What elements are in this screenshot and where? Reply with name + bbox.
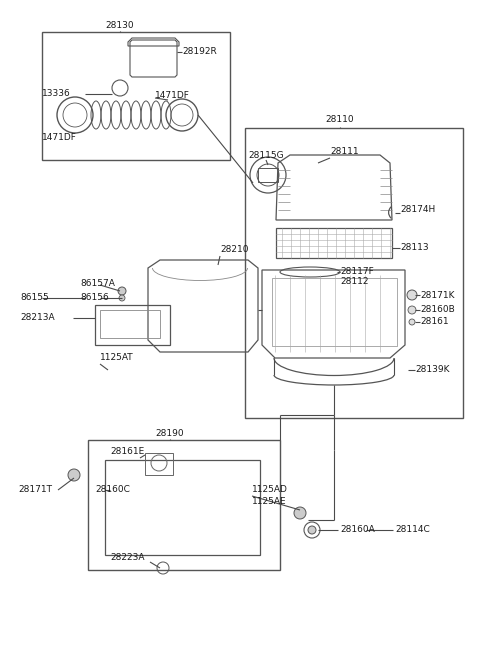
Text: 1125AT: 1125AT (100, 354, 133, 363)
Text: 13336: 13336 (42, 89, 71, 98)
Text: 28115G: 28115G (248, 150, 284, 159)
Circle shape (294, 507, 306, 519)
Text: 28112: 28112 (340, 277, 369, 287)
Text: 1471DF: 1471DF (42, 134, 77, 142)
Text: 28213A: 28213A (20, 314, 55, 323)
Text: 1471DF: 1471DF (155, 91, 190, 100)
Text: 28160B: 28160B (420, 306, 455, 314)
Bar (276, 228, 392, 258)
Bar (100, 310, 160, 338)
Text: 86155: 86155 (20, 293, 49, 302)
Text: 28171T: 28171T (18, 485, 52, 495)
Circle shape (408, 306, 416, 314)
Text: 28161E: 28161E (110, 447, 144, 455)
Text: 28117F: 28117F (340, 268, 374, 276)
Circle shape (119, 295, 125, 301)
Circle shape (68, 469, 80, 481)
Bar (245, 128, 463, 418)
Text: 28114C: 28114C (395, 525, 430, 535)
Text: 28111: 28111 (330, 148, 359, 157)
Text: 28174H: 28174H (400, 205, 435, 215)
Text: 28161: 28161 (420, 318, 449, 327)
Text: 28110: 28110 (326, 115, 354, 125)
Circle shape (118, 287, 126, 295)
Text: 28171K: 28171K (420, 291, 455, 300)
Bar (258, 168, 278, 182)
Circle shape (409, 319, 415, 325)
Text: 86156: 86156 (80, 293, 109, 302)
Circle shape (308, 526, 316, 534)
Text: 28210: 28210 (220, 245, 249, 255)
Text: 28130: 28130 (106, 20, 134, 30)
Text: 1125AE: 1125AE (252, 497, 287, 506)
Text: 28223A: 28223A (110, 554, 144, 562)
Bar (145, 453, 173, 475)
Text: 28192R: 28192R (182, 47, 217, 56)
Bar (42, 32, 230, 160)
Text: 86157A: 86157A (80, 279, 115, 287)
Text: 28160C: 28160C (95, 485, 130, 495)
Text: 1125AD: 1125AD (252, 485, 288, 495)
Text: 28113: 28113 (400, 243, 429, 253)
Circle shape (407, 290, 417, 300)
Bar (88, 440, 280, 570)
Bar (105, 460, 260, 555)
Text: 28190: 28190 (156, 428, 184, 438)
Text: 28160A: 28160A (340, 525, 375, 535)
Bar (272, 278, 397, 346)
Bar (95, 305, 170, 345)
Text: 28139K: 28139K (415, 365, 449, 375)
